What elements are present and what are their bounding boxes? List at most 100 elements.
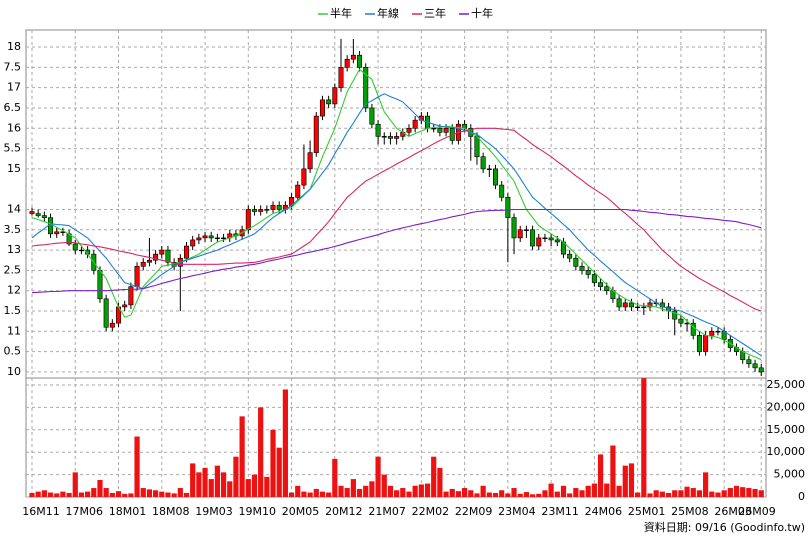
candle-body xyxy=(598,282,604,287)
candle-body xyxy=(29,211,35,214)
candle-body xyxy=(319,99,325,117)
candle xyxy=(752,359,758,372)
candle-body xyxy=(486,168,492,170)
volume-bar xyxy=(208,479,214,497)
y-tick-label: 18 xyxy=(7,40,21,53)
volume-bar xyxy=(579,490,585,497)
candle-body xyxy=(202,235,208,239)
volume-bar xyxy=(591,483,597,497)
volume-bar xyxy=(369,481,375,497)
volume-bar xyxy=(47,492,54,497)
candle xyxy=(474,132,480,165)
candle xyxy=(221,233,227,242)
candle xyxy=(616,294,622,311)
candle xyxy=(48,213,54,238)
candle-body xyxy=(505,196,511,218)
candle xyxy=(153,250,159,265)
volume-bar xyxy=(183,492,190,497)
candle xyxy=(400,128,406,141)
candle xyxy=(319,95,325,121)
candle-body xyxy=(375,123,381,137)
ma-line xyxy=(31,93,762,357)
volume-bar xyxy=(165,492,171,497)
volume-bar xyxy=(326,492,332,497)
legend-label: 年線 xyxy=(377,6,399,20)
volume-bar xyxy=(474,493,480,497)
candle xyxy=(499,181,505,202)
volume-bar xyxy=(276,447,282,497)
volume-bar xyxy=(406,491,412,497)
volume-bar xyxy=(338,485,344,497)
candle xyxy=(208,231,214,242)
volume-bar xyxy=(684,486,690,497)
candle xyxy=(647,298,653,311)
y2-tick-label: 20,000 xyxy=(767,400,806,413)
volume-bar xyxy=(214,465,220,497)
volume-bar xyxy=(536,493,542,497)
volume-bar xyxy=(659,491,665,497)
candle xyxy=(598,278,604,291)
y-tick-label: 11 xyxy=(7,324,21,337)
volume-bar xyxy=(573,488,579,497)
volume-bar xyxy=(412,485,418,497)
volume-bar xyxy=(288,492,295,497)
volume-bar xyxy=(696,490,703,497)
candle-body xyxy=(703,335,709,352)
candle xyxy=(734,343,740,356)
candle xyxy=(635,302,641,311)
volume-bar xyxy=(54,493,60,497)
candle-body xyxy=(616,298,622,308)
candle xyxy=(530,225,536,251)
candle xyxy=(109,319,115,332)
volume-bar xyxy=(443,491,449,497)
candle xyxy=(214,233,220,242)
candle-body xyxy=(307,152,313,170)
candle-body xyxy=(579,266,585,271)
legend-label: 半年 xyxy=(330,6,352,20)
volume-bar xyxy=(517,493,523,497)
volume-bar xyxy=(492,492,499,497)
candle xyxy=(357,51,363,72)
candle-body xyxy=(381,136,387,138)
candle-body xyxy=(97,270,103,300)
y-tick-label: 2.5 xyxy=(4,263,22,276)
y-tick-label: 7.5 xyxy=(4,60,22,73)
candle-body xyxy=(128,286,134,306)
volume-bar xyxy=(245,479,251,497)
volume-bar xyxy=(622,465,628,497)
volume-bar xyxy=(258,407,264,497)
candle-body xyxy=(338,67,344,88)
candle-body xyxy=(406,127,412,133)
y-tick-label: 14 xyxy=(7,202,21,215)
candle-body xyxy=(140,261,146,267)
candle-body xyxy=(258,209,264,212)
volume-bar xyxy=(91,488,97,497)
volume-bar xyxy=(264,476,270,497)
volume-bar xyxy=(665,492,672,497)
candle xyxy=(54,227,60,238)
volume-bar xyxy=(635,492,641,497)
candle-body xyxy=(641,306,647,309)
candle xyxy=(758,363,764,376)
candle-body xyxy=(474,136,480,157)
candle xyxy=(709,327,715,340)
candle xyxy=(480,152,486,173)
candle-body xyxy=(214,237,220,240)
candle xyxy=(517,225,523,242)
x-tick-label: 22M02 xyxy=(412,505,450,518)
volume-bar xyxy=(319,491,326,497)
candle-body xyxy=(715,331,721,333)
volume-bar xyxy=(177,488,183,497)
volume-bar xyxy=(647,493,653,497)
candle-body xyxy=(165,249,171,263)
volume-bar xyxy=(97,479,103,497)
volume-bar xyxy=(523,492,529,497)
candle xyxy=(431,124,437,133)
volume-bar xyxy=(344,488,350,497)
volume-bar xyxy=(597,454,604,497)
volume-bar xyxy=(227,481,233,497)
x-tick-label: 23M11 xyxy=(541,505,579,518)
candle-body xyxy=(344,58,350,68)
candle xyxy=(295,181,301,202)
